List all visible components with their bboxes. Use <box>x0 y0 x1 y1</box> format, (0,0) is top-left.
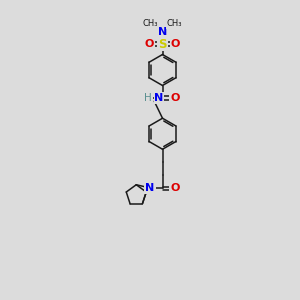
Text: O: O <box>145 39 154 49</box>
Text: CH₃: CH₃ <box>143 20 158 28</box>
Text: S: S <box>158 38 167 50</box>
Text: O: O <box>170 93 180 103</box>
Text: O: O <box>170 183 180 193</box>
Text: O: O <box>171 39 180 49</box>
Text: H: H <box>144 93 152 103</box>
Text: CH₃: CH₃ <box>167 20 182 28</box>
Text: N: N <box>154 93 164 103</box>
Text: N: N <box>158 27 167 37</box>
Text: N: N <box>146 183 154 193</box>
